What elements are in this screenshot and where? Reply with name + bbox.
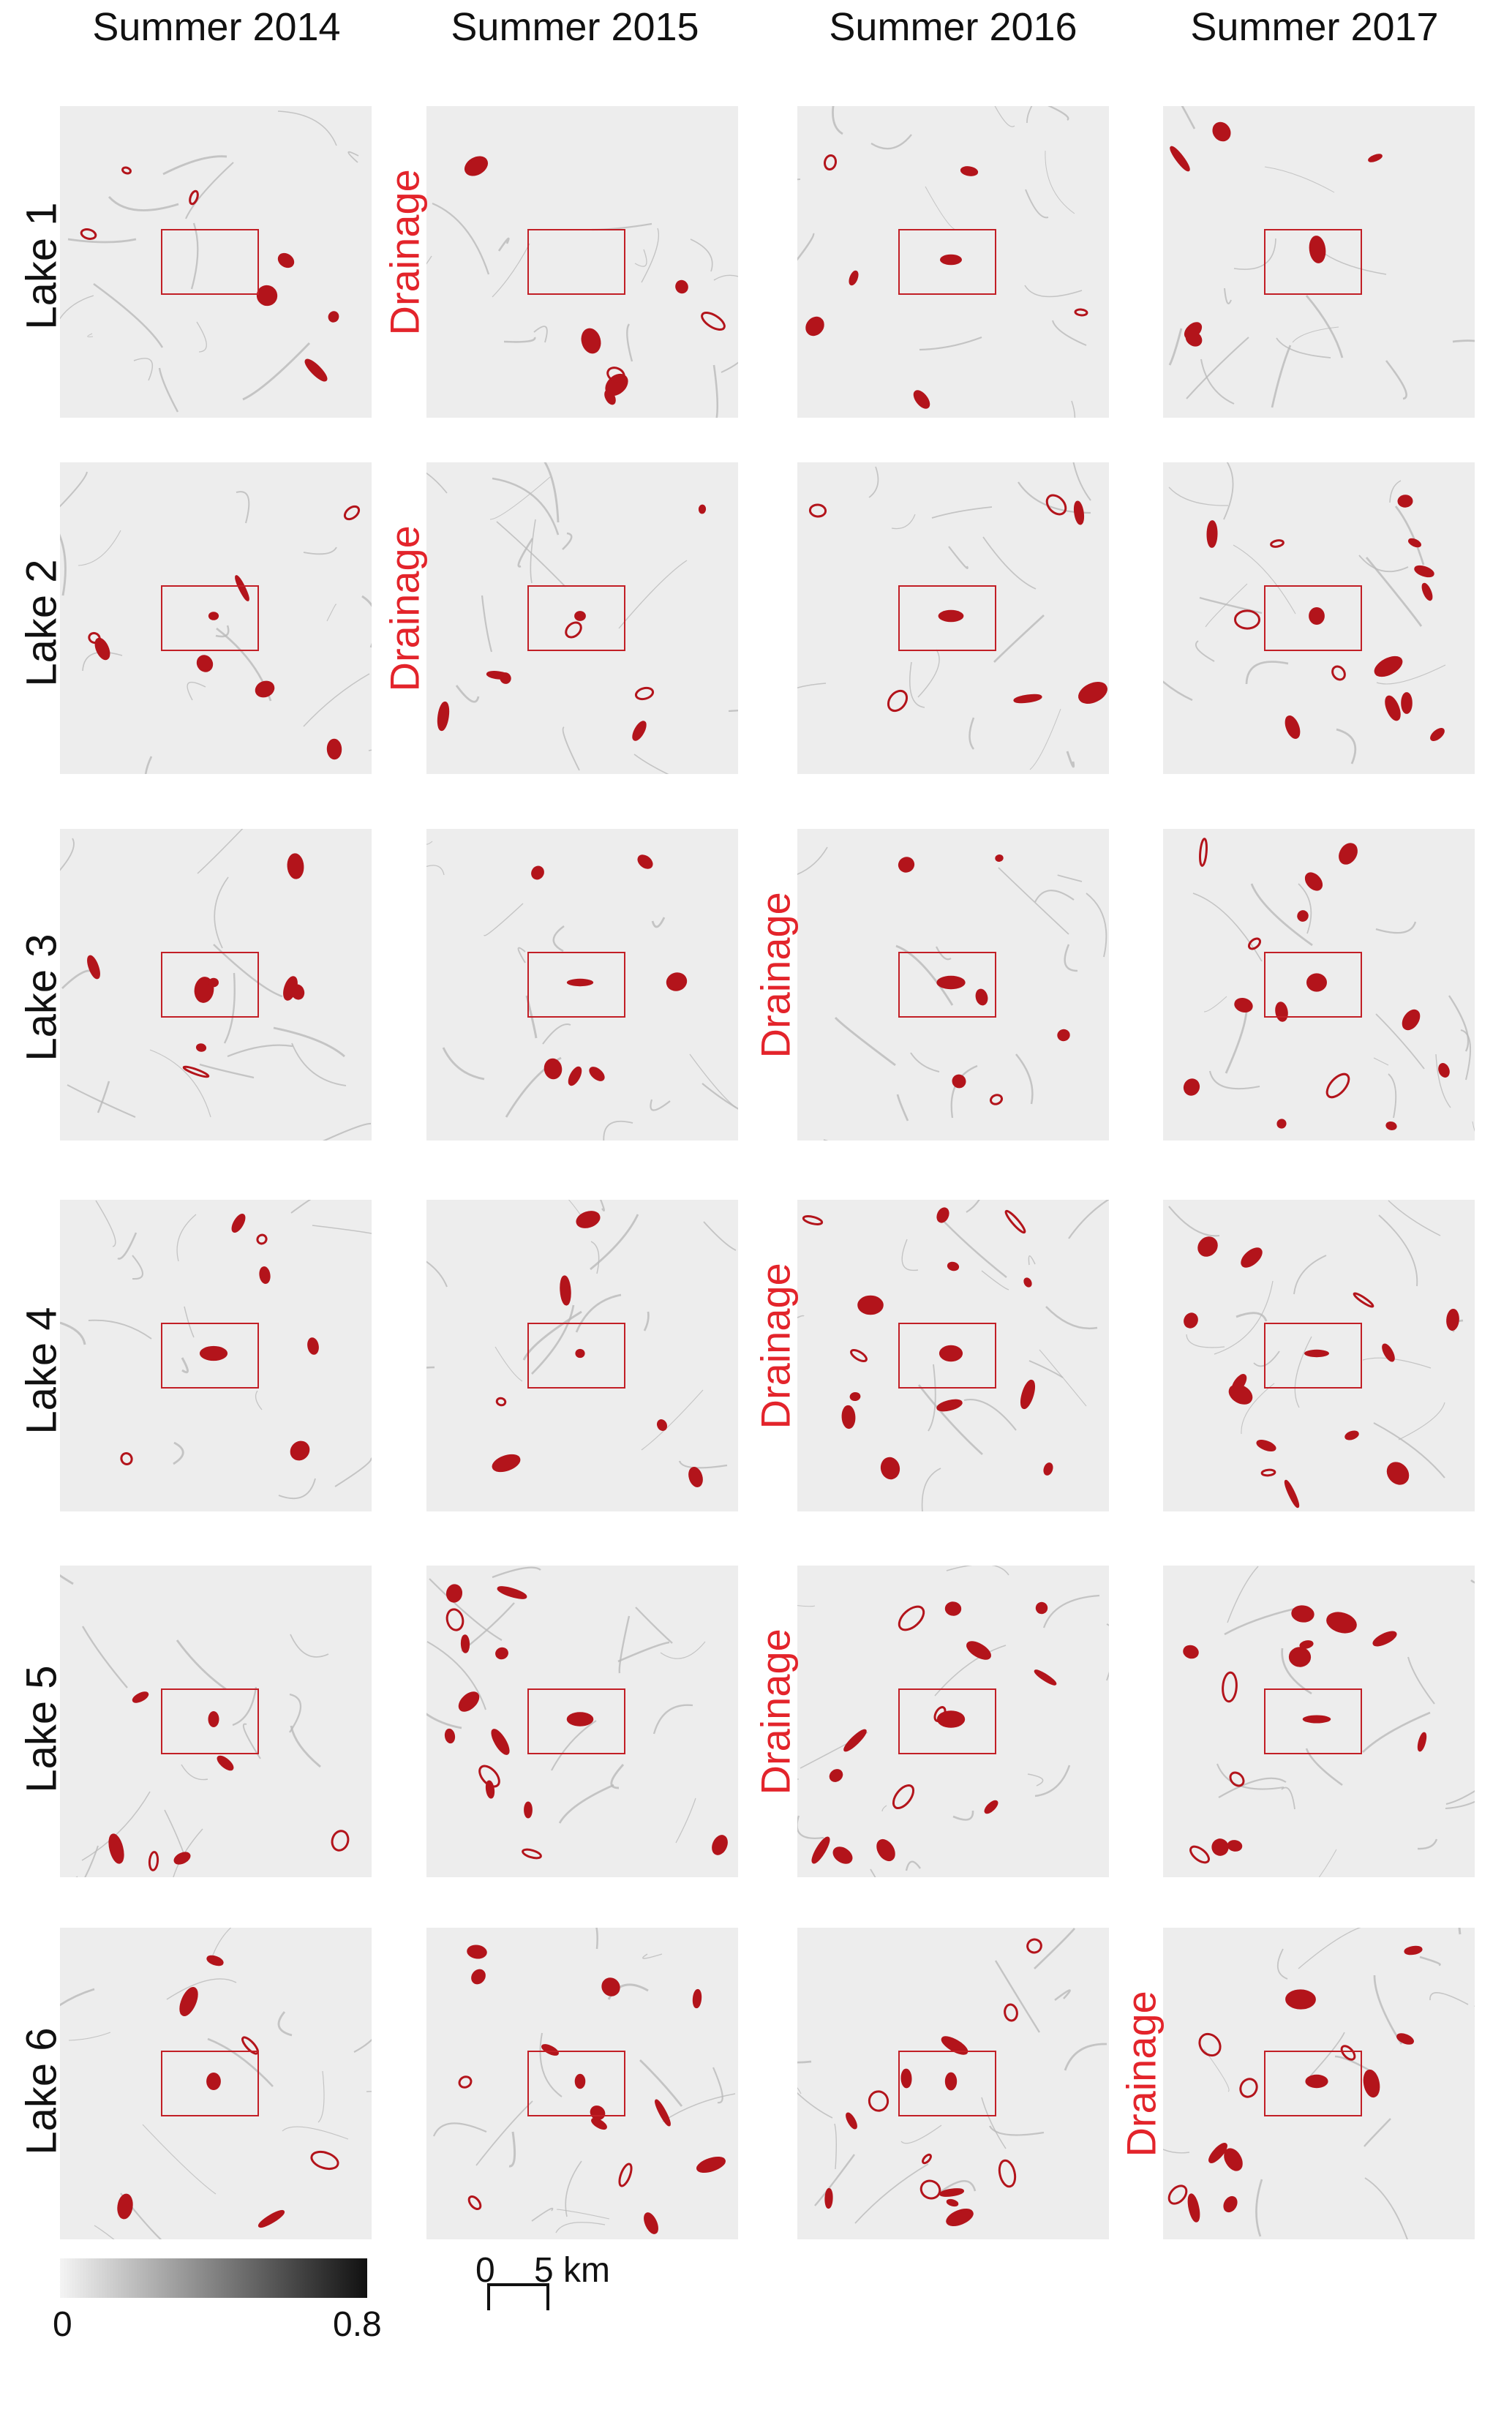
drainage-label: Drainage — [752, 1263, 799, 1429]
satellite-panel — [60, 1566, 372, 1877]
region-of-interest-box — [1264, 1323, 1362, 1389]
region-of-interest-box — [898, 229, 996, 295]
drainage-label: Drainage — [752, 1628, 799, 1795]
colorbar — [60, 2258, 367, 2298]
region-of-interest-box — [527, 585, 625, 651]
region-of-interest-box — [1264, 585, 1362, 651]
region-of-interest-box — [161, 1323, 259, 1389]
satellite-panel — [797, 106, 1109, 418]
satellite-panel — [1163, 1928, 1475, 2239]
colorbar-min-label: 0 — [53, 2305, 72, 2344]
satellite-panel — [797, 829, 1109, 1141]
satellite-panel — [1163, 462, 1475, 774]
satellite-panel — [426, 106, 738, 418]
colorbar-max-label: 0.8 — [333, 2305, 382, 2344]
satellite-panel — [1163, 106, 1475, 418]
region-of-interest-box — [898, 2051, 996, 2116]
region-of-interest-box — [1264, 2051, 1362, 2116]
region-of-interest-box — [1264, 952, 1362, 1018]
column-header-2016: Summer 2016 — [829, 5, 1077, 49]
satellite-panel — [797, 1566, 1109, 1877]
satellite-panel — [60, 1928, 372, 2239]
row-label-lake-6: Lake 6 — [18, 2027, 66, 2155]
satellite-panel — [60, 106, 372, 418]
region-of-interest-box — [527, 1323, 625, 1389]
region-of-interest-box — [898, 585, 996, 651]
satellite-panel — [797, 1200, 1109, 1511]
region-of-interest-box — [898, 1323, 996, 1389]
satellite-panel — [426, 1200, 738, 1511]
drainage-label: Drainage — [1118, 1991, 1165, 2157]
satellite-panel — [60, 1200, 372, 1511]
region-of-interest-box — [161, 952, 259, 1018]
region-of-interest-box — [161, 585, 259, 651]
region-of-interest-box — [161, 229, 259, 295]
row-label-lake-1: Lake 1 — [18, 202, 66, 330]
satellite-panel — [426, 829, 738, 1141]
satellite-panel — [1163, 1200, 1475, 1511]
region-of-interest-box — [161, 2051, 259, 2116]
satellite-panel — [797, 1928, 1109, 2239]
drainage-label: Drainage — [752, 892, 799, 1059]
satellite-panel — [1163, 829, 1475, 1141]
region-of-interest-box — [161, 1688, 259, 1754]
region-of-interest-box — [1264, 1688, 1362, 1754]
satellite-panel — [60, 829, 372, 1141]
region-of-interest-box — [1264, 229, 1362, 295]
satellite-panel — [60, 462, 372, 774]
drainage-label: Drainage — [381, 525, 428, 692]
region-of-interest-box — [527, 2051, 625, 2116]
column-header-2014: Summer 2014 — [92, 5, 341, 49]
row-label-lake-2: Lake 2 — [18, 559, 66, 687]
region-of-interest-box — [527, 229, 625, 295]
region-of-interest-box — [898, 952, 996, 1018]
satellite-panel — [1163, 1566, 1475, 1877]
satellite-panel — [426, 1928, 738, 2239]
satellite-panel — [426, 462, 738, 774]
row-label-lake-3: Lake 3 — [18, 933, 66, 1062]
column-header-2017: Summer 2017 — [1190, 5, 1439, 49]
region-of-interest-box — [527, 1688, 625, 1754]
row-label-lake-4: Lake 4 — [18, 1307, 66, 1435]
drainage-label: Drainage — [381, 169, 428, 336]
region-of-interest-box — [527, 952, 625, 1018]
satellite-panel — [426, 1566, 738, 1877]
row-label-lake-5: Lake 5 — [18, 1665, 66, 1793]
satellite-panel — [797, 462, 1109, 774]
column-header-2015: Summer 2015 — [451, 5, 699, 49]
region-of-interest-box — [898, 1688, 996, 1754]
scale-bar — [487, 2283, 549, 2310]
